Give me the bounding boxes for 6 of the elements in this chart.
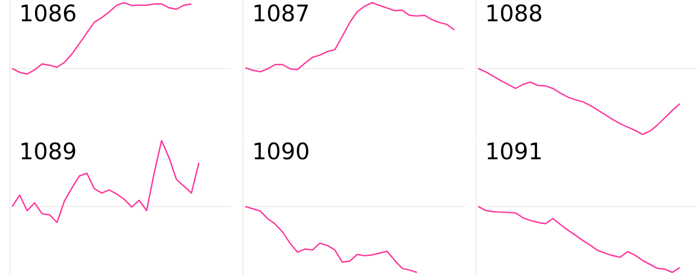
chart-title: 1086 [22,4,76,22]
chart-title: 1087 [254,4,308,22]
chart-title: 1090 [254,142,308,160]
chart-title: 1091 [488,142,541,160]
chart-title: 1089 [22,142,76,160]
chart-title: 1088 [488,4,542,22]
